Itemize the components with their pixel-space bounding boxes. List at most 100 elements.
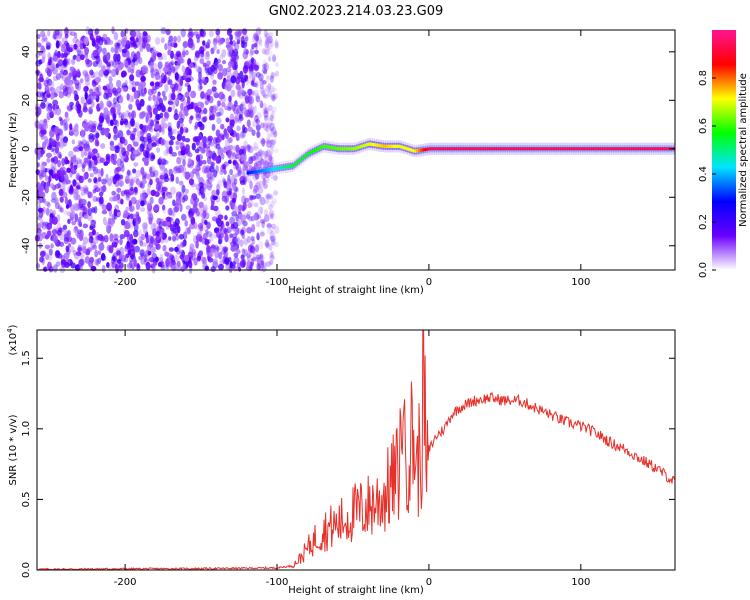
noise-speckle — [151, 136, 155, 142]
ridge-segment — [598, 147, 601, 151]
x-tick-label: -200 — [114, 577, 137, 588]
noise-speckle — [247, 126, 254, 132]
noise-speckle — [226, 43, 233, 52]
ridge-segment — [631, 147, 634, 151]
noise-speckle — [57, 59, 64, 67]
noise-speckle — [52, 109, 57, 116]
noise-speckle — [269, 230, 275, 239]
noise-speckle — [129, 260, 133, 269]
noise-speckle — [234, 114, 241, 122]
noise-speckle — [78, 233, 84, 241]
ridge-segment — [317, 147, 321, 151]
noise-speckle — [42, 206, 46, 215]
noise-speckle — [127, 249, 132, 256]
noise-speckle — [224, 139, 231, 147]
noise-speckle — [230, 130, 237, 138]
noise-speckle — [269, 140, 276, 149]
noise-speckle — [146, 43, 151, 53]
ridge-segment — [571, 147, 574, 151]
noise-speckle — [176, 250, 181, 255]
noise-speckle — [203, 107, 208, 115]
noise-speckle — [226, 28, 232, 37]
noise-speckle — [217, 100, 222, 107]
y-tick-label: 40 — [21, 45, 32, 58]
noise-speckle — [216, 150, 222, 156]
noise-speckle — [62, 210, 69, 215]
noise-speckle — [258, 180, 263, 188]
noise-speckle — [271, 241, 277, 247]
noise-speckle — [189, 222, 196, 230]
noise-speckle — [263, 114, 269, 121]
ridge-segment — [561, 147, 565, 151]
noise-speckle — [89, 33, 94, 41]
noise-speckle — [81, 133, 85, 139]
noise-speckle — [191, 142, 196, 151]
noise-speckle — [110, 68, 117, 78]
noise-speckle — [167, 45, 172, 51]
noise-speckle — [270, 126, 277, 135]
noise-speckle — [267, 50, 273, 58]
noise-speckle — [135, 169, 142, 178]
noise-speckle — [105, 156, 111, 165]
ridge-segment — [372, 143, 375, 147]
colorbar-ticks: 0.00.20.40.60.8 — [698, 70, 716, 278]
noise-speckle — [229, 261, 233, 269]
noise-speckle — [155, 96, 160, 105]
noise-speckle — [96, 168, 101, 174]
ridge-segment — [421, 148, 424, 152]
noise-speckle — [158, 124, 162, 133]
noise-speckle — [147, 122, 153, 130]
noise-speckle — [249, 106, 255, 111]
noise-speckle — [209, 233, 214, 242]
noise-speckle — [167, 194, 173, 199]
noise-speckle — [216, 183, 221, 192]
noise-speckle — [126, 222, 131, 229]
noise-speckle — [195, 111, 199, 119]
noise-speckle — [46, 89, 50, 95]
noise-speckle — [130, 254, 135, 260]
noise-speckle — [111, 60, 118, 68]
noise-speckle — [212, 258, 218, 265]
noise-speckle — [242, 201, 247, 211]
noise-speckle — [261, 220, 265, 229]
ridge-segment — [377, 143, 381, 148]
noise-speckle — [52, 75, 59, 82]
noise-speckle — [126, 244, 131, 250]
ridge-segment — [376, 143, 379, 147]
noise-speckle — [217, 252, 223, 260]
noise-speckle — [195, 65, 201, 73]
noise-speckle — [270, 116, 276, 122]
noise-speckle — [135, 136, 140, 145]
noise-speckle — [145, 236, 150, 244]
noise-speckle — [135, 98, 140, 107]
noise-speckle — [99, 102, 105, 111]
noise-speckle — [239, 180, 246, 186]
noise-speckle — [262, 179, 268, 185]
noise-speckle — [265, 124, 269, 133]
ridge-segment — [534, 147, 537, 151]
noise-speckle — [255, 193, 261, 200]
noise-speckle — [80, 96, 85, 105]
noise-speckle — [101, 178, 107, 185]
noise-speckle — [150, 68, 154, 74]
noise-speckle — [274, 130, 278, 138]
ridge-segment — [614, 147, 618, 151]
ridge-segment — [609, 147, 612, 151]
noise-speckle — [166, 147, 170, 155]
noise-speckle — [268, 85, 275, 94]
noise-speckle — [130, 118, 135, 127]
noise-speckle — [212, 195, 218, 201]
noise-speckle — [76, 229, 82, 235]
noise-speckle — [37, 185, 43, 192]
noise-speckle — [192, 205, 199, 214]
noise-speckle — [225, 262, 231, 270]
noise-speckle — [193, 257, 198, 266]
noise-speckle — [94, 130, 100, 139]
noise-speckle — [84, 73, 90, 82]
noise-speckle — [98, 242, 105, 251]
noise-speckle — [207, 135, 214, 142]
noise-speckle — [103, 127, 108, 136]
noise-speckle — [60, 65, 64, 74]
noise-speckle — [189, 115, 194, 121]
noise-speckle — [157, 104, 162, 111]
